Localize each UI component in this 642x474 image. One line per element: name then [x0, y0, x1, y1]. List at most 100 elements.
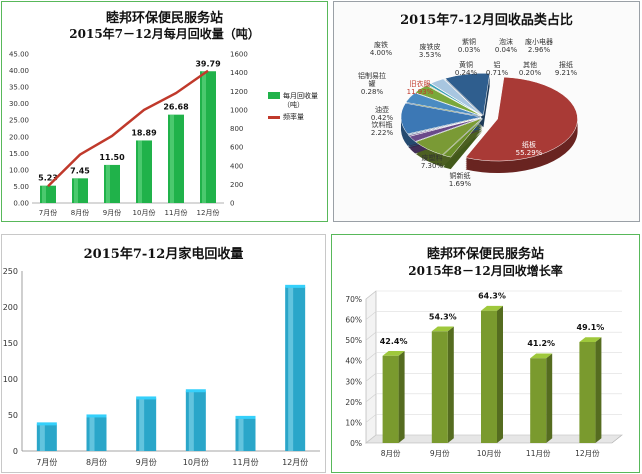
pie-label-line: 铝 — [494, 60, 501, 69]
pie-label: 油壶 0.42% — [371, 105, 394, 122]
pie-slice — [465, 76, 578, 162]
bar — [72, 178, 88, 203]
y-tick-label: 45.00 — [9, 51, 29, 59]
pie-label-line: 罐 — [369, 79, 376, 88]
pie-label: 黄铜 0.24% — [455, 60, 478, 77]
chart-panel-monthly-volume: 睦邦环保便民服务站 2015年7－12月每月回收量（吨） 0.00 5.00 10.… — [1, 1, 328, 222]
bar-highlight — [74, 178, 78, 203]
pie-slice — [405, 92, 482, 117]
pie-label-line: 旧衣服 — [410, 79, 431, 88]
bar-highlight — [39, 424, 45, 451]
pie-label: 废铁皮 3.53% — [419, 42, 442, 59]
pie-label-line: 0.20% — [519, 69, 542, 77]
bar-side — [497, 305, 503, 443]
y2-tick-label: 0 — [230, 200, 234, 208]
gridline-side — [365, 393, 377, 403]
growth-rate-chart: 0% 10% 20% 30% 40% 50% 60% 70% 42.4% 8月份 54.3% 9月份 6… — [345, 290, 623, 458]
pie-label: 紫铜 0.03% — [458, 37, 481, 54]
bar-top — [431, 326, 454, 332]
chart-panel-category-share: 2015年7-12月回收品类占比 纸板 55.29% 铜新纸 1.69% 废塑料 7.30… — [333, 1, 640, 222]
pie-slice — [442, 118, 483, 158]
bar-highlight — [288, 286, 294, 451]
y2-tick-label: 1200 — [230, 88, 248, 96]
pie-label-line: 黄铜 — [459, 60, 473, 69]
y2-tick-label: 1400 — [230, 69, 248, 77]
bar-highlight — [238, 417, 244, 451]
gridline-side — [365, 373, 377, 382]
bar-top — [36, 422, 57, 426]
pie-label-line: 55.29% — [516, 149, 543, 157]
bar — [136, 396, 157, 451]
pie-slice — [415, 118, 483, 156]
bar — [40, 185, 56, 203]
data-label: 7.45 — [70, 166, 90, 175]
bar — [36, 422, 57, 451]
y-tick-label: 5.00 — [13, 183, 29, 191]
pie-label-line: 纸板 — [522, 140, 536, 149]
bar — [168, 114, 184, 203]
category-pie-chart: 纸板 55.29%铜新纸 1.69%废塑料 7.30%饮料瓶 2.22%油壶 0.42%铝… — [358, 37, 578, 188]
chart-subtitle: 2015年8－12月回收增长率 — [408, 264, 563, 278]
bar — [104, 164, 120, 203]
bar — [185, 389, 206, 451]
pie-label: 饮料瓶 2.22% — [371, 120, 394, 137]
pie-label-line: 9.21% — [555, 69, 578, 77]
pie-slice — [400, 102, 482, 135]
pie-slice — [442, 78, 483, 116]
y-tick-label: 10% — [345, 418, 362, 427]
y-tick-label: 15.00 — [9, 150, 29, 158]
y2-tick-label: 800 — [230, 125, 243, 133]
bar-top — [136, 396, 157, 400]
bar-top — [185, 389, 206, 393]
y-tick-label: 20% — [345, 398, 362, 407]
pie-label-line: 4.00% — [370, 49, 393, 57]
data-label: 54.3% — [429, 312, 457, 321]
bar-top — [86, 414, 107, 418]
pie-label: 废小电器 2.96% — [525, 37, 553, 54]
pie-label: 铝制易拉罐 0.28% — [358, 71, 386, 96]
y2-tick-label: 600 — [230, 144, 243, 152]
data-label: 11.50 — [99, 153, 125, 162]
y-tick-label: 0 — [13, 447, 18, 456]
pie-label: 纸板 55.29% — [516, 140, 543, 157]
pie-label: 废塑料 7.30% — [421, 153, 444, 170]
bar-body — [431, 331, 448, 443]
data-label: 42.4% — [380, 337, 408, 346]
pie-label-line: 饮料瓶 — [372, 120, 393, 129]
chart-side-wall — [365, 290, 377, 444]
pie-label-line: 0.24% — [455, 69, 478, 77]
y2-tick-label: 1600 — [230, 51, 248, 59]
y-tick-label: 50 — [8, 411, 18, 420]
x-tick-label: 12月份 — [282, 457, 308, 467]
x-tick-label: 8月份 — [71, 208, 89, 217]
bar — [530, 353, 553, 443]
y-tick-label: 50% — [345, 336, 362, 345]
gridline-side — [365, 331, 377, 341]
x-tick-label: 12月份 — [197, 208, 220, 217]
bar-body — [530, 358, 547, 443]
y-tick-label: 150 — [3, 339, 18, 348]
pie-label: 报纸 9.21% — [555, 60, 578, 77]
pie-label-line: 铜新纸 — [450, 171, 471, 180]
chart-panel-appliance: 2015年7-12月家电回收量 0 50 100 150 200 250 7月份 8月份 9月份… — [1, 234, 326, 473]
y-tick-label: 35.00 — [9, 84, 29, 92]
data-label: 39.79 — [195, 59, 221, 68]
bar-body — [382, 355, 399, 443]
pie-slice — [444, 72, 491, 116]
bar — [86, 414, 107, 451]
pie-label-line: 废铁 — [374, 40, 388, 49]
pie-label-line: 泡沫 — [499, 37, 513, 46]
y-tick-label: 0.00 — [13, 200, 29, 208]
bar-side — [546, 353, 553, 443]
x-tick-label: 7月份 — [39, 208, 57, 217]
pie-label-line: 油壶 — [375, 105, 389, 114]
bar-highlight — [138, 140, 142, 203]
pie-label-line: 废塑料 — [422, 153, 443, 162]
y-tick-label: 60% — [345, 316, 362, 325]
x-tick-label: 10月份 — [477, 448, 502, 458]
x-tick-label: 11月份 — [526, 448, 551, 458]
pie-slice — [407, 117, 482, 136]
pie-label-line: 0.28% — [361, 88, 384, 96]
y-tick-label: 70% — [345, 295, 362, 304]
data-label: 26.68 — [163, 103, 189, 112]
